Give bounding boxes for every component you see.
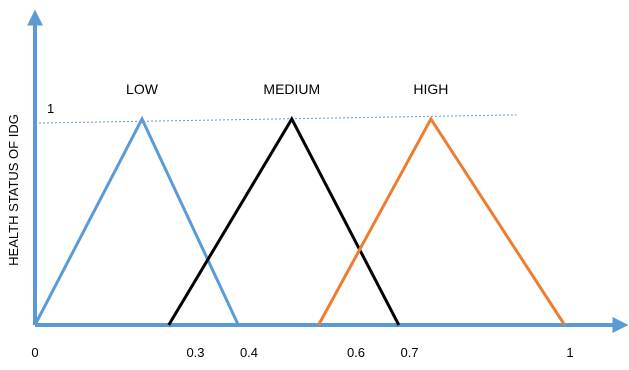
reference-line-one (34, 114, 517, 124)
series-label-high: HIGH (413, 81, 448, 97)
x-tick-label: 0.6 (347, 345, 365, 360)
series-medium-triangle (167, 115, 401, 326)
y-axis-label: HEALTH STATUS OF IDG (6, 114, 21, 266)
x-tick-label: 0.7 (400, 345, 418, 360)
series-low-triangle (33, 115, 240, 326)
axes (27, 9, 629, 333)
reference-line-layer (34, 114, 517, 124)
x-tick-label: 1 (566, 345, 573, 360)
x-tick-label: 0.3 (186, 345, 204, 360)
series-label-medium: MEDIUM (263, 81, 320, 97)
y-tick-label: 1 (47, 101, 54, 116)
x-tick-label: 0.4 (240, 345, 258, 360)
series-high-triangle (317, 116, 566, 326)
series-label-low: LOW (126, 81, 159, 97)
series-layer (33, 115, 566, 326)
x-tick-label: 0 (31, 345, 38, 360)
labels-layer: LOW MEDIUM HIGH 0 0.3 0.4 0.6 0.7 1 1 HEALTH STATU… (6, 81, 574, 360)
